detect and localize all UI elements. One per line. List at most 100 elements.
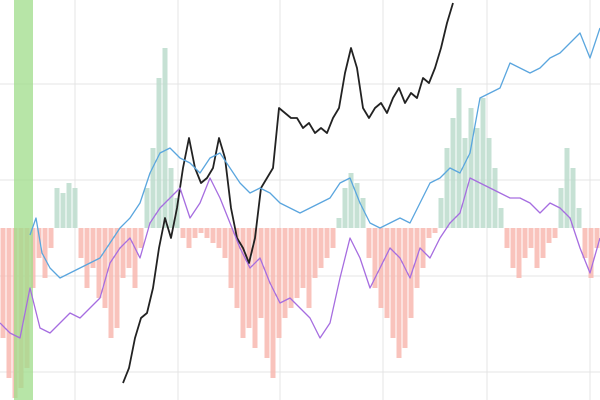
bar — [390, 228, 396, 338]
bar — [138, 228, 144, 248]
bar — [516, 228, 522, 278]
bar — [576, 208, 582, 228]
bar — [318, 228, 324, 268]
bar — [312, 228, 318, 278]
bar — [54, 188, 60, 228]
bar — [252, 228, 258, 348]
bar — [228, 228, 234, 288]
bar — [510, 228, 516, 268]
bar — [162, 48, 168, 228]
bar — [174, 198, 180, 228]
bar — [204, 228, 210, 238]
bar — [216, 228, 222, 248]
bar — [180, 228, 186, 238]
bar — [6, 228, 12, 378]
bar — [192, 228, 198, 238]
bar — [336, 218, 342, 228]
bar — [384, 228, 390, 318]
bar — [156, 78, 162, 228]
bar — [282, 228, 288, 318]
bar — [588, 228, 594, 278]
bar — [570, 168, 576, 228]
bar — [396, 228, 402, 358]
bar — [210, 228, 216, 243]
bar — [96, 228, 102, 298]
bar — [534, 228, 540, 268]
bar — [552, 228, 558, 238]
bar — [330, 228, 336, 248]
bar — [372, 228, 378, 288]
bar — [300, 228, 306, 288]
bar — [132, 228, 138, 288]
bar — [126, 228, 132, 268]
bar — [540, 228, 546, 258]
bar — [0, 228, 6, 338]
line — [0, 177, 600, 339]
bar — [168, 168, 174, 228]
bar — [546, 228, 552, 243]
bar — [324, 228, 330, 258]
bar — [486, 138, 492, 228]
bar — [354, 183, 360, 228]
bar — [528, 228, 534, 248]
bar — [36, 228, 42, 258]
bar — [438, 198, 444, 228]
bar — [84, 228, 90, 288]
bar — [522, 228, 528, 258]
bar — [432, 228, 438, 233]
bar — [42, 228, 48, 278]
bar — [108, 228, 114, 338]
bar — [270, 228, 276, 378]
line — [122, 2, 454, 384]
bar — [186, 228, 192, 248]
bar — [234, 228, 240, 308]
bar — [582, 228, 588, 258]
bar — [264, 228, 270, 358]
bar — [114, 228, 120, 328]
bar — [72, 188, 78, 228]
bar — [348, 173, 354, 228]
bar — [48, 228, 54, 248]
highlight-band — [14, 0, 33, 400]
bar — [342, 188, 348, 228]
bar — [198, 228, 204, 233]
bar — [60, 193, 66, 228]
bar — [78, 228, 84, 258]
bar — [246, 228, 252, 328]
bar — [90, 228, 96, 268]
bar — [378, 228, 384, 308]
line — [29, 27, 600, 279]
bar — [468, 108, 474, 228]
bar — [480, 98, 486, 228]
bar — [222, 228, 228, 258]
bar — [462, 138, 468, 228]
bar — [504, 228, 510, 248]
bar — [240, 228, 246, 338]
bar — [294, 228, 300, 298]
bar — [456, 88, 462, 228]
bar — [288, 228, 294, 308]
bar — [474, 128, 480, 228]
bar — [360, 198, 366, 228]
bar — [258, 228, 264, 318]
bar — [120, 228, 126, 278]
bar — [144, 188, 150, 228]
bar — [150, 148, 156, 228]
bar — [366, 228, 372, 258]
bar — [594, 228, 600, 248]
bar — [420, 228, 426, 268]
bar — [564, 148, 570, 228]
bar — [66, 183, 72, 228]
bar — [450, 118, 456, 228]
bar — [444, 148, 450, 228]
bar — [492, 168, 498, 228]
bar — [306, 228, 312, 308]
bar — [426, 228, 432, 238]
bar — [558, 188, 564, 228]
bar — [498, 208, 504, 228]
bar — [102, 228, 108, 308]
bar — [402, 228, 408, 348]
bar — [276, 228, 282, 338]
